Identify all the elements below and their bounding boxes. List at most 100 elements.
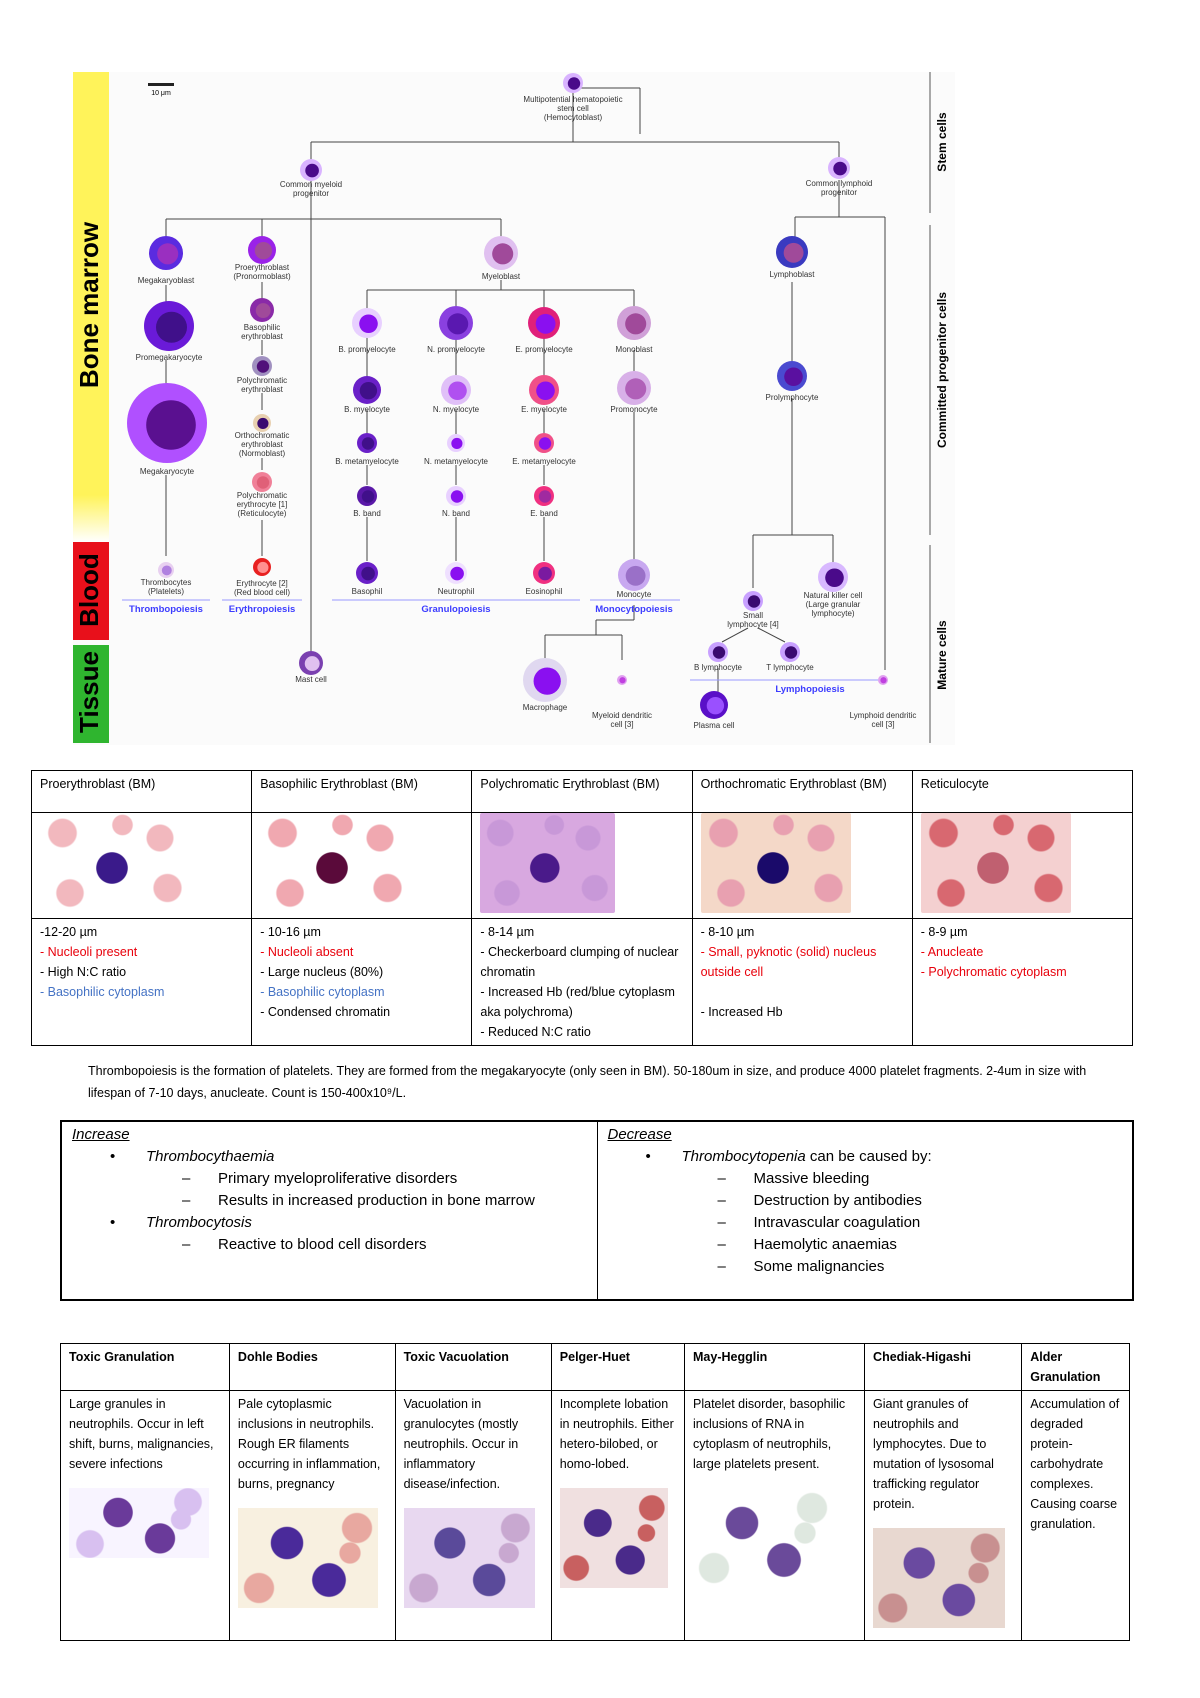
micrograph-cell [911,812,1134,919]
cell-label: Proerythroblast [235,263,290,272]
cell-node: Macrophage [523,658,568,712]
column-header: Pelger-Huet [550,1343,686,1391]
micrograph-image [237,1508,378,1608]
description-line: - Increased Hb [700,1005,783,1019]
cell-nucleus-icon [535,313,556,334]
blood-band [73,542,109,640]
cell-label: (Platelets) [148,587,184,596]
description-line: - Large nucleus (80%) [260,965,384,979]
cell-node: Promegakaryocyte [136,301,203,362]
bullet-label: Thrombocytosis [146,1214,252,1231]
cell-node: Natural killer cell(Large granularlympho… [804,562,863,618]
cell-label: Basophil [352,587,383,596]
cell-label: Lymphoid dendritic [850,711,917,720]
anomaly-description: Platelet disorder, basophilic inclusions… [693,1397,846,1471]
cell-label: Monocyte [617,590,652,599]
cell-nucleus-icon [361,566,375,581]
sub-bullet-item: Reactive to blood cell disorders [72,1234,587,1256]
cell-node: B. band [353,486,381,518]
cell-label: Promonocyte [610,405,658,414]
description-line: - Nucleoli absent [260,945,354,959]
description-line: - 10-16 µm [260,925,321,939]
cell-label: Common lymphoid [806,179,873,188]
cell-nucleus-icon [880,677,887,684]
cell-nucleus-icon [257,417,269,430]
diagram-background [73,72,955,745]
cell-nucleus-icon [305,163,319,178]
cell-nucleus-icon [156,311,187,343]
cell-node: B. promyelocyte [338,308,396,354]
description-line: - Polychromatic cytoplasm [920,965,1067,979]
cell-label: Orthochromatic [235,431,290,440]
cell-label: E. myelocyte [521,405,567,414]
micrograph-image [480,813,616,913]
cell-label: Common myeloid [280,180,342,189]
cell-nucleus-icon [361,490,375,503]
micrograph-image [920,813,1071,913]
micrograph-image [40,813,190,913]
column-header: Proerythroblast (BM) [30,770,253,813]
cell-nucleus-icon [619,677,626,684]
cell-node: Thrombocytes(Platelets) [141,562,191,596]
column-header: Toxic Vacuolation [394,1343,552,1391]
micrograph-image [260,813,411,913]
cell-node: Eosinophil [526,562,563,596]
platelet-count-box: Increase Thrombocythaemia Primary myelopro… [60,1120,1134,1301]
cell-label: Multipotential hematopoietic [523,95,622,104]
cell-label: Prolymphocyte [766,393,819,402]
header-label: Polychromatic Erythroblast (BM) [480,777,660,791]
cell-nucleus-icon [625,378,647,400]
connector-line [757,627,786,643]
zone-label: Blood [74,553,104,627]
cell-label: Promegakaryocyte [136,353,203,362]
column-header: May-Hegglin [683,1343,866,1391]
cell-label: erythroblast [241,440,284,449]
cell-nucleus-icon [256,360,270,373]
cell-nucleus-icon [359,382,378,400]
cell-label: progenitor [293,189,329,198]
cell-label: (Large granular [806,600,861,609]
description-line: - Condensed chromatin [260,1005,391,1019]
bullet-label: Thrombocytopenia [681,1148,806,1165]
cell-node: Prolymphocyte [766,361,819,402]
cell-node: Megakaryocyte [127,383,207,476]
cell-node: Proerythroblast(Pronormoblast) [233,236,291,281]
cell-label: lymphocyte) [811,609,854,618]
cell-nucleus-icon [304,656,320,672]
cell-label: (Hemocytoblast) [544,113,603,122]
cell-label: (Red blood cell) [234,588,290,597]
sub-bullet-item: Haemolytic anaemias [608,1234,1123,1256]
anomaly-description: Incomplete lobation in neutrophils. Eith… [559,1397,674,1471]
cell-nucleus-icon [538,490,552,503]
cell-node: E. metamyelocyte [512,433,576,466]
column-header: Dohle Bodies [228,1343,396,1391]
cell-node: Monoblast [616,306,653,354]
cell-nucleus-icon [747,595,761,608]
cell-nucleus-icon [256,476,270,489]
cell-node: Monocyte [617,559,652,599]
description-cell: - 8-10 µm - Small, pyknotic (solid) nucle… [691,918,913,1046]
cell-nucleus-icon [257,561,269,574]
cell-label: erythrocyte [1] [237,500,288,509]
cell-nucleus-icon [625,565,646,586]
description-line: - 8-14 µm [480,925,535,939]
description-line: - High N:C ratio [40,965,127,979]
sub-bullet-item: Primary myeloproliferative disorders [72,1168,587,1190]
cell-label: Neutrophil [438,587,475,596]
column-header: Orthochromatic Erythroblast (BM) [691,770,913,813]
stage-label: Mature cells [935,620,949,690]
tissue-band [73,645,109,743]
header-label: Toxic Vacuolation [403,1350,509,1364]
cell-nucleus-icon [538,566,552,581]
cell-nucleus-icon [712,646,726,659]
cell-node: E. myelocyte [521,375,567,414]
micrograph-image [403,1508,535,1608]
description-line: - Anucleate [920,945,984,959]
cell-label: Natural killer cell [804,591,863,600]
decrease-heading: Decrease [607,1126,672,1143]
